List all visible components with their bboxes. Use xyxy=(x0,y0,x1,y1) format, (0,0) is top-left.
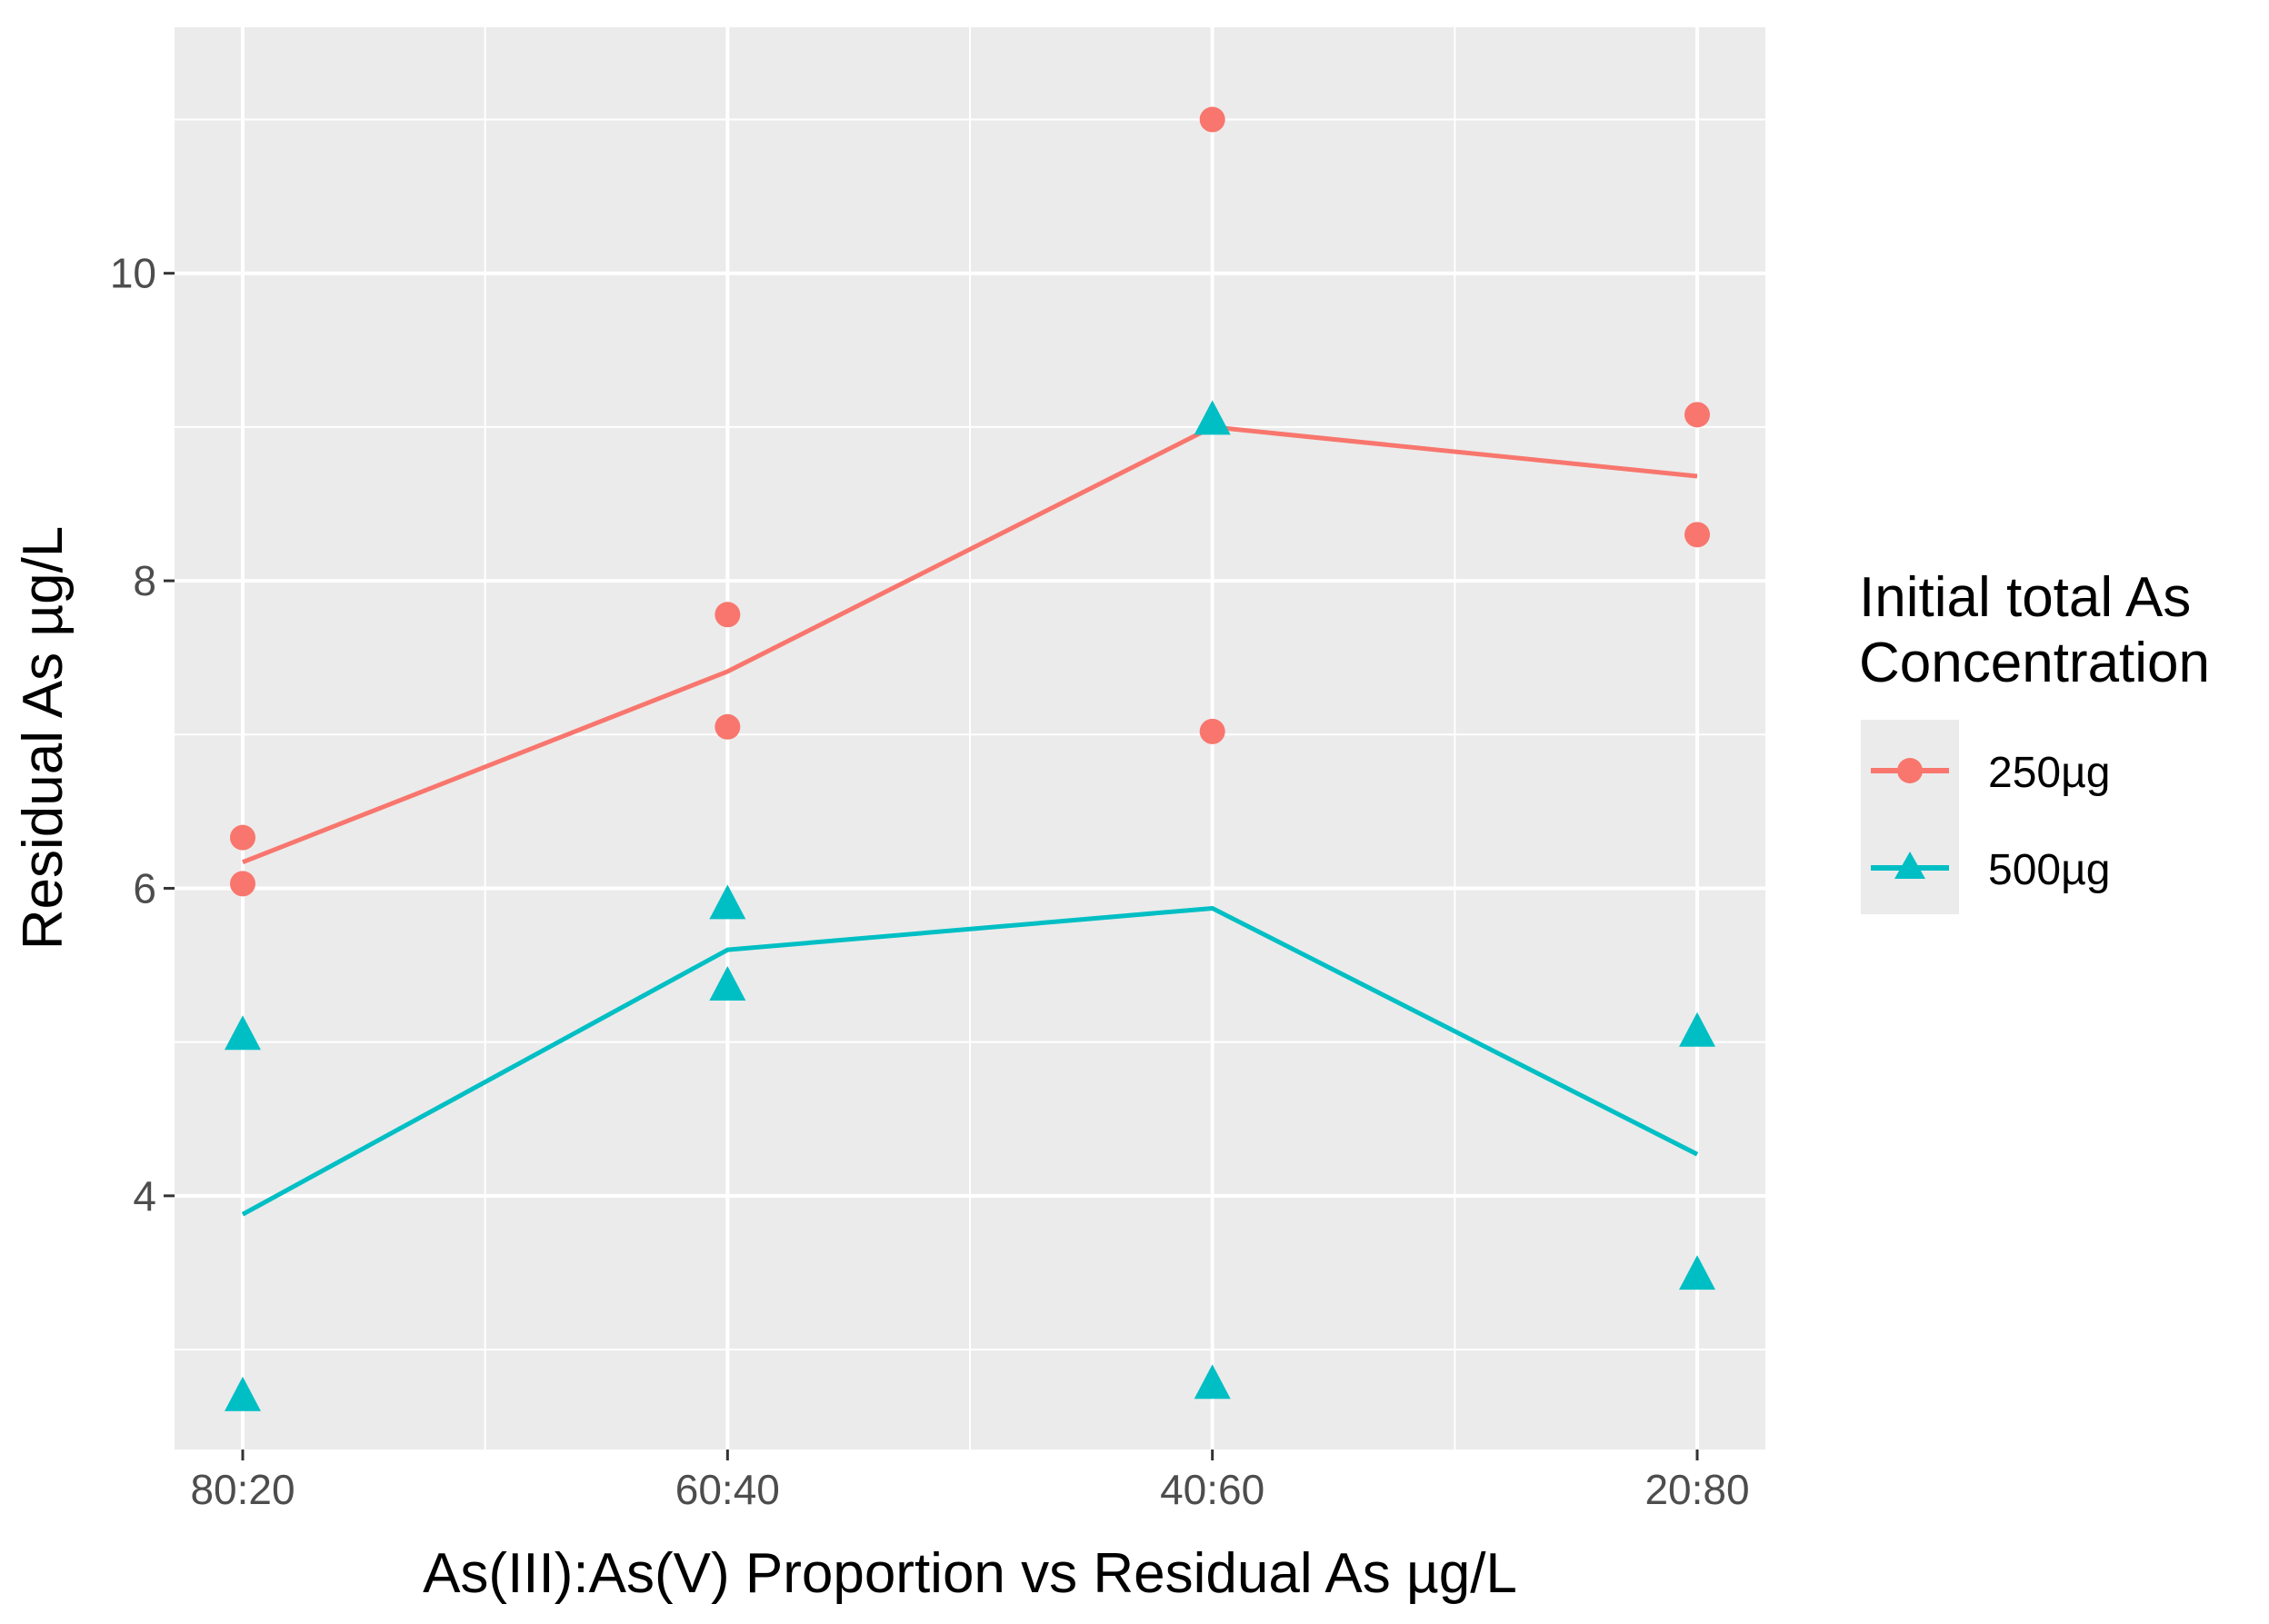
series-points xyxy=(225,106,1715,1411)
legend-label-250: 250µg xyxy=(1988,749,2110,797)
data-point-500µg xyxy=(1679,1255,1715,1290)
data-point-500µg xyxy=(1194,1364,1231,1400)
x-tick-label: 20:80 xyxy=(1644,1466,1749,1513)
data-point-250µg xyxy=(1684,522,1710,548)
data-point-250µg xyxy=(715,713,741,740)
series-line-250µg xyxy=(242,424,1698,865)
data-point-500µg xyxy=(709,884,746,920)
data-point-500µg xyxy=(225,1015,261,1051)
legend-key-background xyxy=(1861,720,1959,914)
data-point-500µg xyxy=(225,1376,261,1411)
data-point-250µg xyxy=(1684,402,1710,428)
data-point-250µg xyxy=(230,871,255,897)
series-lines xyxy=(241,424,1699,1217)
data-point-250µg xyxy=(1199,106,1225,133)
x-tick-label: 40:60 xyxy=(1160,1466,1264,1513)
legend: Initial total As Concentration 250µg 500… xyxy=(1859,566,2210,914)
data-point-500µg xyxy=(1679,1011,1715,1047)
data-point-500µg xyxy=(709,966,746,1001)
x-tick-label: 80:20 xyxy=(190,1466,295,1513)
x-axis-tick-labels: 80:20 60:40 40:60 20:80 xyxy=(190,1466,1749,1513)
x-axis-title: As(III):As(V) Proportion vs Residual As … xyxy=(423,1542,1517,1605)
minor-grid xyxy=(175,27,1765,1450)
y-axis-tick-labels: 4 6 8 10 xyxy=(110,250,156,1220)
y-tick-label: 8 xyxy=(133,557,156,604)
legend-label-500: 500µg xyxy=(1988,846,2110,894)
data-point-250µg xyxy=(1199,718,1225,744)
legend-title-line-1: Initial total As xyxy=(1859,566,2191,629)
y-tick-label: 6 xyxy=(133,864,156,912)
y-tick-label: 4 xyxy=(133,1172,156,1220)
data-point-250µg xyxy=(715,602,741,628)
legend-key-marker-500 xyxy=(1894,852,1925,879)
legend-title-line-2: Concentration xyxy=(1859,632,2210,694)
data-point-500µg xyxy=(1194,400,1231,435)
y-tick-label: 10 xyxy=(110,250,156,297)
y-axis-title: Residual As µg/L xyxy=(12,526,75,951)
x-tick-label: 60:40 xyxy=(675,1466,780,1513)
legend-key-marker-250 xyxy=(1897,758,1923,783)
series-line-500µg xyxy=(241,905,1699,1217)
axis-ticks xyxy=(164,272,1699,1460)
data-point-250µg xyxy=(230,824,255,851)
